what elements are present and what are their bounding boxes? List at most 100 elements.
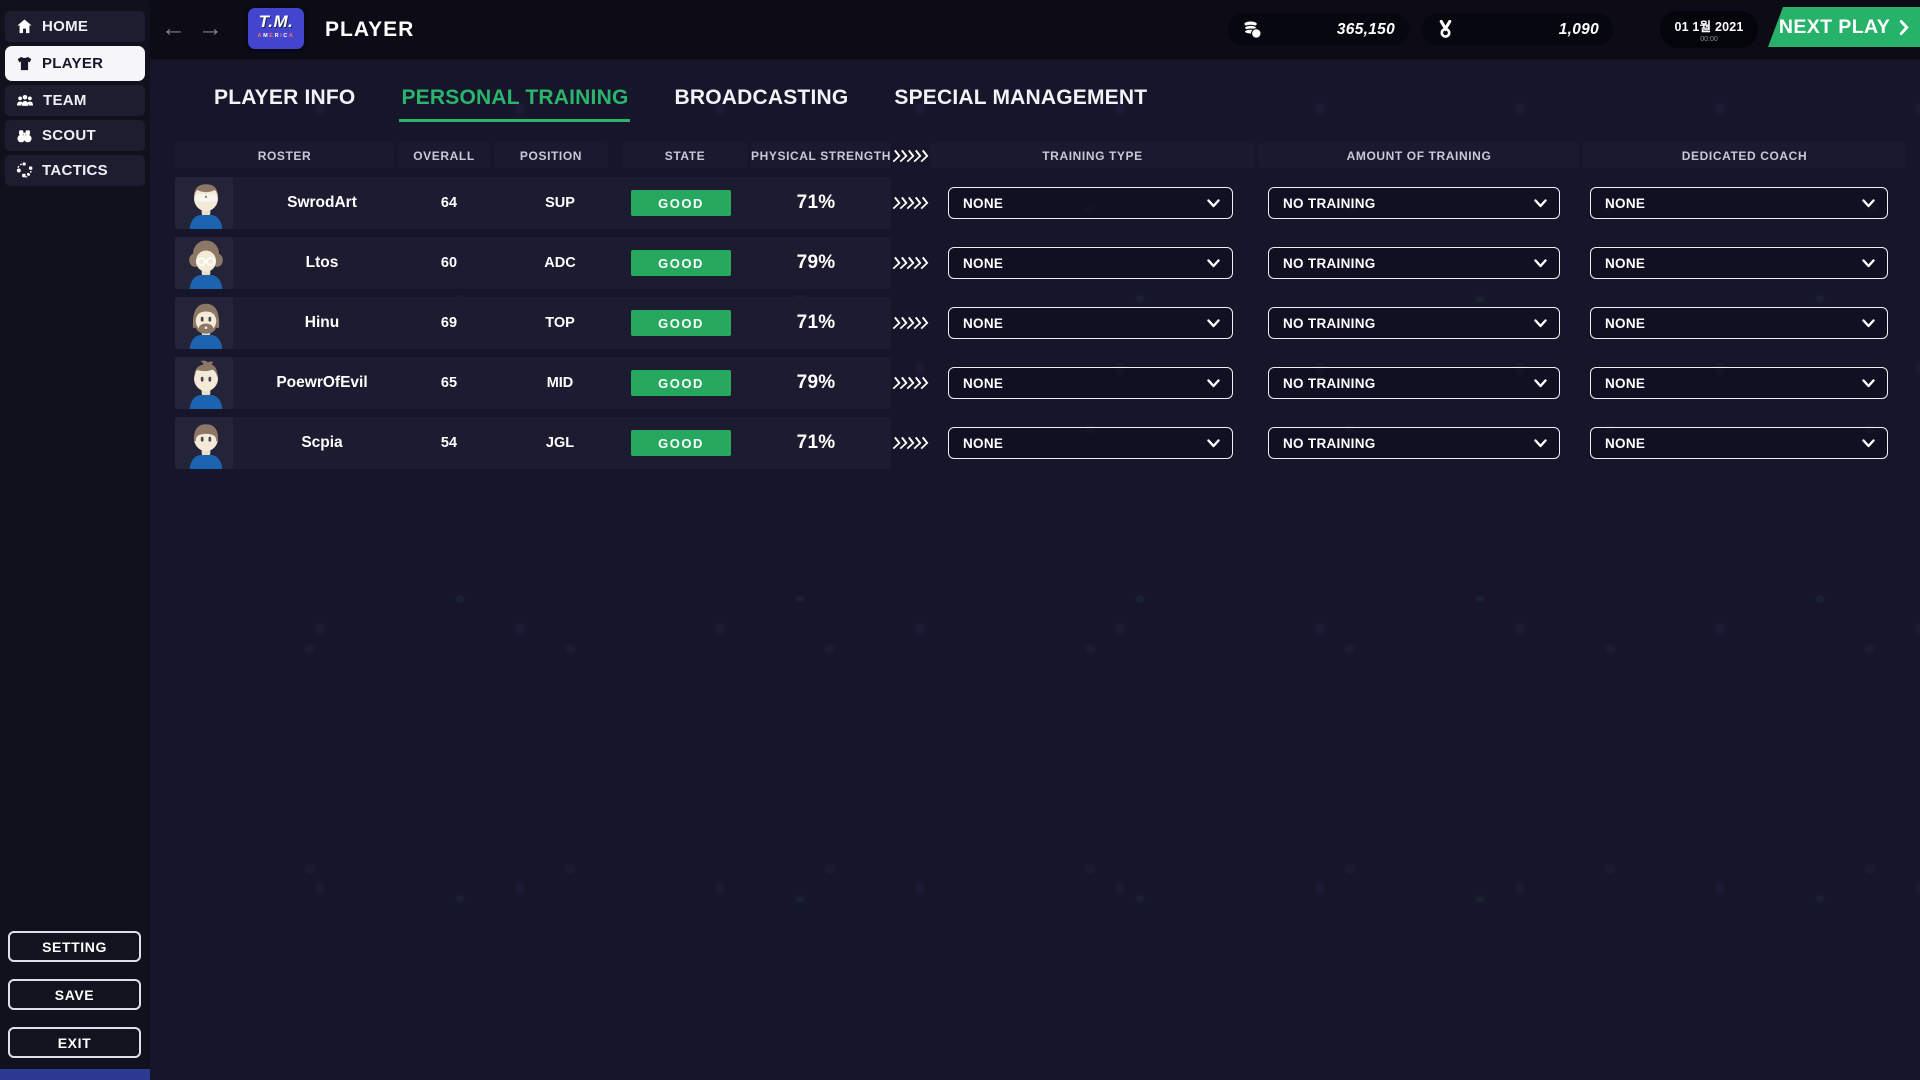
selected-option: NONE	[1605, 255, 1646, 271]
training-type-select[interactable]: NONE	[948, 307, 1233, 339]
amount-of-training-select[interactable]: NO TRAINING	[1268, 427, 1560, 459]
tab-personal-training[interactable]: PERSONAL TRAINING	[399, 86, 631, 122]
training-table: ROSTER OVERALL POSITION STATE PHYSICAL S…	[175, 143, 1906, 663]
overall-value: 54	[440, 435, 458, 451]
position-value: ADC	[544, 255, 576, 271]
medal-icon	[1436, 20, 1455, 39]
selected-option: NO TRAINING	[1283, 435, 1376, 451]
player-name: Hinu	[304, 314, 340, 331]
setting-button[interactable]: SETTING	[8, 931, 141, 962]
sidebar-item-player[interactable]: PLAYER	[5, 46, 145, 81]
sidebar-item-scout[interactable]: SCOUT	[5, 120, 145, 151]
column-header-overall: OVERALL	[397, 143, 491, 168]
physical-strength-value: 71%	[796, 432, 836, 453]
physical-strength-value: 71%	[796, 192, 836, 213]
dedicated-coach-select[interactable]: NONE	[1590, 247, 1888, 279]
state-badge: GOOD	[631, 370, 731, 396]
player-avatar	[184, 419, 228, 469]
training-type-select[interactable]: NONE	[948, 367, 1233, 399]
row-band	[175, 357, 891, 409]
sidebar-item-label: PLAYER	[42, 55, 104, 72]
fast-forward-icon	[880, 357, 938, 409]
page-title: PLAYER	[325, 17, 415, 41]
overall-value: 60	[440, 255, 458, 271]
tactics-icon	[16, 162, 33, 179]
save-button[interactable]: SAVE	[8, 979, 141, 1010]
training-type-select[interactable]: NONE	[948, 427, 1233, 459]
tab-player-info[interactable]: PLAYER INFO	[214, 86, 356, 109]
player-avatar	[184, 179, 228, 229]
logo-primary-text: T.M.	[258, 12, 294, 31]
physical-strength-value: 79%	[796, 252, 836, 273]
selected-option: NONE	[963, 255, 1004, 271]
sidebar-item-label: TEAM	[43, 92, 87, 109]
training-type-select[interactable]: NONE	[948, 247, 1233, 279]
selected-option: NO TRAINING	[1283, 315, 1376, 331]
column-header-dedicated-coach: DEDICATED COACH	[1583, 143, 1906, 168]
sidebar: HOME PLAYER TEAM SCOUT TACTICS SETTING SAVE EX…	[0, 0, 150, 1080]
position-value: JGL	[545, 435, 575, 451]
physical-strength-value: 79%	[796, 372, 836, 393]
row-band	[175, 177, 891, 229]
chevron-down-icon	[1207, 438, 1220, 448]
amount-of-training-select[interactable]: NO TRAINING	[1268, 307, 1560, 339]
selected-option: NONE	[1605, 375, 1646, 391]
table-row: Hinu 69 TOP GOOD 71% NONE NO TRAINING NONE	[175, 297, 1906, 349]
sidebar-item-label: TACTICS	[42, 162, 108, 179]
chevron-down-icon	[1534, 438, 1547, 448]
dedicated-coach-select[interactable]: NONE	[1590, 307, 1888, 339]
chevron-right-icon	[1899, 19, 1909, 35]
column-header-state: STATE	[622, 143, 748, 168]
row-band	[175, 237, 891, 289]
fast-forward-icon	[880, 177, 938, 229]
overall-value: 65	[440, 375, 458, 391]
tab-broadcasting[interactable]: BROADCASTING	[674, 86, 849, 109]
position-value: TOP	[545, 315, 575, 331]
exit-button[interactable]: EXIT	[8, 1027, 141, 1058]
amount-of-training-select[interactable]: NO TRAINING	[1268, 187, 1560, 219]
amount-of-training-select[interactable]: NO TRAINING	[1268, 247, 1560, 279]
binoculars-icon	[16, 127, 33, 144]
position-value: MID	[546, 375, 574, 391]
home-icon	[16, 18, 33, 35]
state-badge: GOOD	[631, 430, 731, 456]
dedicated-coach-select[interactable]: NONE	[1590, 367, 1888, 399]
medal-value: 1,090	[1558, 20, 1599, 38]
coins-icon	[1242, 20, 1263, 39]
fast-forward-icon	[880, 237, 938, 289]
tab-special-management[interactable]: SPECIAL MANAGEMENT	[894, 86, 1148, 109]
physical-strength-value: 71%	[796, 312, 836, 333]
selected-option: NO TRAINING	[1283, 375, 1376, 391]
column-header-physical-strength: PHYSICAL STRENGTH	[751, 143, 891, 168]
column-header-training-type: TRAINING TYPE	[930, 143, 1255, 168]
forward-button[interactable]: →	[198, 14, 223, 42]
amount-of-training-select[interactable]: NO TRAINING	[1268, 367, 1560, 399]
table-row: Scpia 54 JGL GOOD 71% NONE NO TRAINING NONE	[175, 417, 1906, 469]
selected-option: NONE	[1605, 315, 1646, 331]
player-avatar	[184, 359, 228, 409]
chevron-down-icon	[1862, 198, 1875, 208]
training-type-select[interactable]: NONE	[948, 187, 1233, 219]
table-row: PoewrOfEvil 65 MID GOOD 79% NONE NO TRAINING NO…	[175, 357, 1906, 409]
selected-option: NONE	[1605, 435, 1646, 451]
tab-bar: PLAYER INFO PERSONAL TRAINING BROADCASTING…	[212, 86, 1149, 122]
chevron-down-icon	[1207, 378, 1220, 388]
dedicated-coach-select[interactable]: NONE	[1590, 187, 1888, 219]
sidebar-item-team[interactable]: TEAM	[5, 85, 145, 116]
state-badge: GOOD	[631, 190, 731, 216]
bottom-strip	[0, 1069, 150, 1080]
back-button[interactable]: ←	[161, 14, 186, 42]
jersey-icon	[16, 55, 33, 72]
column-header-amount-of-training: AMOUNT OF TRAINING	[1258, 143, 1580, 168]
dedicated-coach-select[interactable]: NONE	[1590, 427, 1888, 459]
overall-value: 69	[440, 315, 458, 331]
sidebar-item-home[interactable]: HOME	[5, 11, 145, 42]
team-icon	[16, 93, 34, 109]
next-play-button[interactable]: NEXT PLAY	[1768, 7, 1920, 47]
player-avatar	[184, 239, 228, 289]
sidebar-item-tactics[interactable]: TACTICS	[5, 155, 145, 186]
sidebar-item-label: SCOUT	[42, 127, 96, 144]
content-area	[150, 59, 1920, 1080]
chevron-down-icon	[1207, 258, 1220, 268]
